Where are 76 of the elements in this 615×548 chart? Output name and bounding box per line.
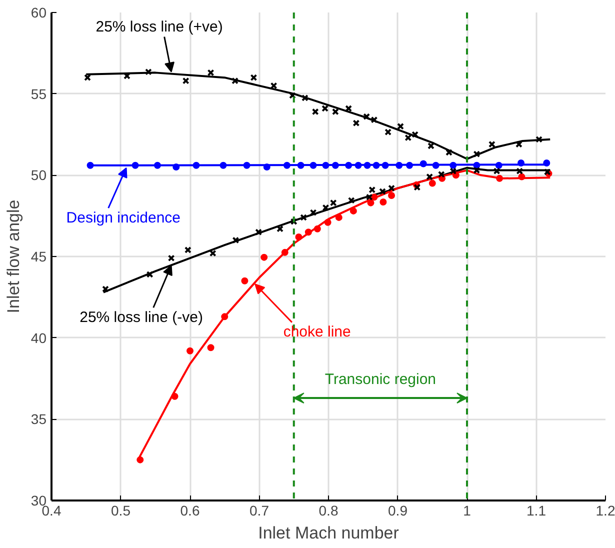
point xyxy=(368,186,376,194)
point xyxy=(209,250,216,257)
point xyxy=(312,108,319,116)
point xyxy=(446,148,452,156)
y-tick-label: 45 xyxy=(30,248,47,264)
point xyxy=(322,204,330,212)
point xyxy=(428,142,434,150)
x-tick-label: 0.6 xyxy=(180,502,200,518)
annotation: Design incidence xyxy=(66,209,181,226)
point xyxy=(488,140,496,148)
point xyxy=(270,82,278,90)
x-tick-label: 0.8 xyxy=(318,502,338,518)
point xyxy=(330,199,337,206)
point xyxy=(473,166,480,174)
x-axis-title: Inlet Mach number xyxy=(258,524,400,542)
x-tick-label: 1.1 xyxy=(526,502,546,518)
point xyxy=(260,254,268,261)
point xyxy=(366,194,373,201)
point xyxy=(186,347,194,354)
point xyxy=(301,94,308,102)
point xyxy=(310,209,317,216)
point xyxy=(144,68,152,76)
x-tick-label: 0.5 xyxy=(111,502,131,518)
point xyxy=(84,74,91,82)
point xyxy=(300,214,308,221)
point xyxy=(516,168,524,175)
point xyxy=(450,168,457,175)
point xyxy=(536,136,542,143)
y-tick-label: 50 xyxy=(30,167,47,184)
point xyxy=(515,140,522,148)
point xyxy=(184,246,192,254)
y-tick-label: 60 xyxy=(30,4,47,20)
point xyxy=(322,105,329,112)
y-tick-label: 40 xyxy=(30,330,47,346)
point xyxy=(388,192,396,199)
point xyxy=(168,254,175,262)
point xyxy=(473,150,480,158)
point xyxy=(289,92,296,99)
point xyxy=(290,218,298,225)
x-tick-label: 1 xyxy=(463,502,472,518)
point xyxy=(345,105,352,112)
point xyxy=(207,344,214,352)
point xyxy=(379,188,386,195)
point xyxy=(182,77,190,84)
point xyxy=(276,225,284,232)
x-tick-label: 0.7 xyxy=(250,502,270,518)
point xyxy=(397,122,404,130)
point xyxy=(370,116,378,124)
y-axis-title: Inlet flow angle xyxy=(4,200,23,314)
point xyxy=(250,74,258,82)
point xyxy=(241,277,248,284)
annotation: 25% loss line (-ve) xyxy=(80,308,204,326)
point xyxy=(438,170,445,178)
annotation: 25% loss line (+ve) xyxy=(96,18,223,36)
point xyxy=(232,236,240,244)
point xyxy=(255,228,262,236)
annotation: Transonic region xyxy=(324,371,436,388)
y-tick-label: 55 xyxy=(30,86,47,102)
x-tick-label: 0.9 xyxy=(388,502,408,518)
point xyxy=(493,168,500,175)
point xyxy=(380,198,387,206)
point xyxy=(352,120,360,127)
point xyxy=(388,184,395,192)
point xyxy=(426,173,434,180)
annotation: choke line xyxy=(283,324,351,341)
point xyxy=(207,69,214,76)
y-tick-label: 35 xyxy=(30,411,47,428)
point xyxy=(348,196,355,204)
point xyxy=(363,113,370,120)
point xyxy=(332,108,339,116)
point xyxy=(146,270,154,278)
x-tick-label: 1.2 xyxy=(596,502,615,518)
point xyxy=(384,128,392,136)
point xyxy=(232,77,238,84)
point xyxy=(414,184,421,191)
point xyxy=(428,180,436,187)
